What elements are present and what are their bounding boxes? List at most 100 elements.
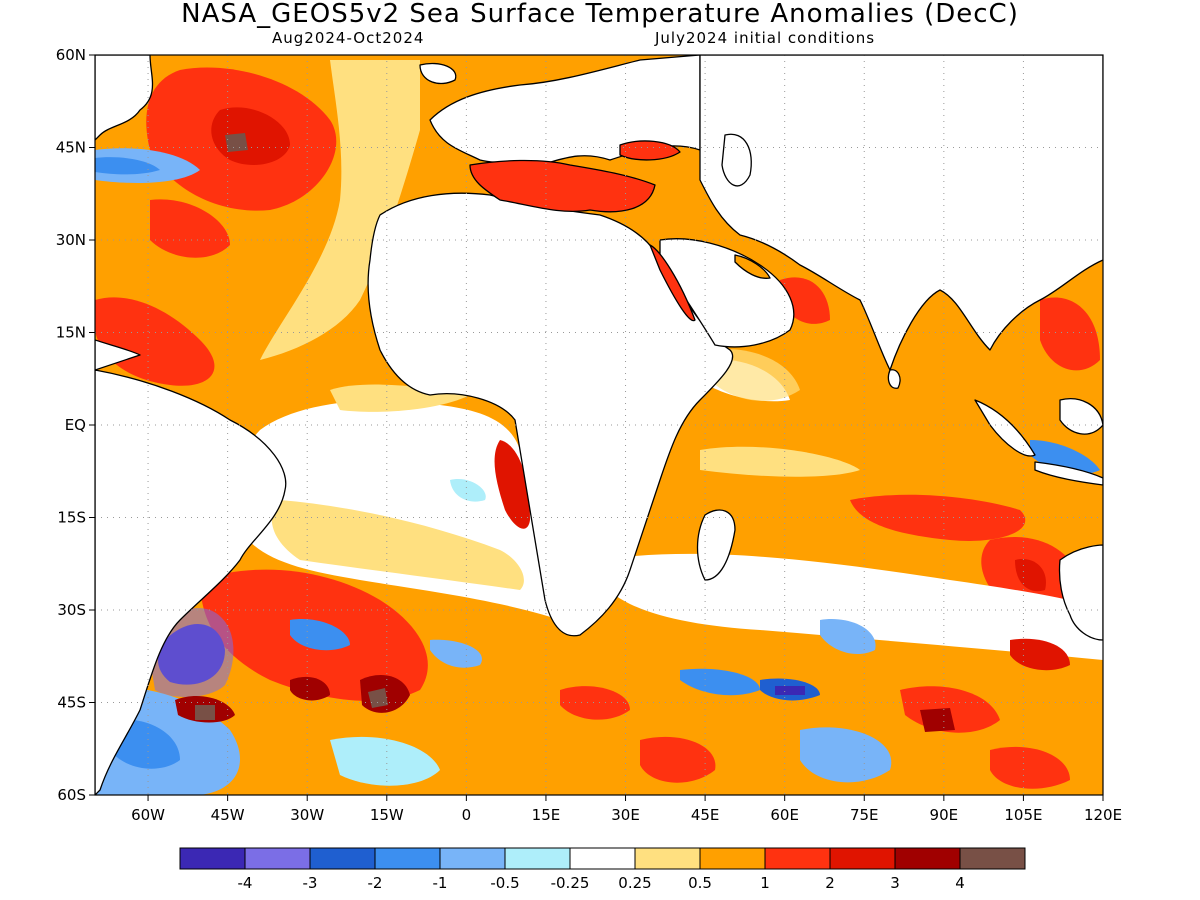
southern-indian-hot-core-1 (920, 708, 955, 732)
lon-label: 90E (930, 806, 959, 824)
caribbean-warm-patch (95, 297, 215, 386)
subtropical-warm-patch (150, 199, 230, 258)
south-america-land (95, 369, 287, 795)
colorbar-swatch (829, 847, 896, 870)
java-land (1034, 461, 1103, 486)
lon-label: 105E (1004, 806, 1042, 824)
colorbar-label: -2 (368, 874, 383, 892)
colorbar-swatch (244, 847, 311, 870)
lat-label: EQ (65, 416, 86, 434)
persian-gulf (734, 254, 771, 279)
colorbar-label: 1 (760, 874, 770, 892)
lon-label: 0 (462, 806, 472, 824)
south-atlantic-cool-eddy-2 (430, 639, 482, 668)
colorbar-swatch (374, 847, 441, 870)
lon-label: 45E (691, 806, 720, 824)
lat-label: 30S (57, 601, 86, 619)
colorbar-label: -0.25 (551, 874, 590, 892)
southern-indian-hot-eddy-4 (1010, 638, 1070, 671)
colorbar-swatch (504, 847, 571, 870)
bay-of-bengal-warm-patch (900, 316, 970, 363)
south-atlantic-cool-spot (450, 479, 486, 502)
lat-label: 30N (56, 231, 86, 249)
southern-indian-warm-eddy-2 (640, 736, 716, 783)
gridlines (95, 55, 1103, 795)
asia-land (699, 55, 1103, 371)
colorbar-label: 4 (955, 874, 965, 892)
southern-indian-neutral-band (600, 553, 1103, 660)
lon-label: 60E (770, 806, 799, 824)
south-atlantic-hot-eddy-2 (290, 676, 330, 701)
lon-label: 75E (850, 806, 879, 824)
colorbar-swatch (439, 847, 506, 870)
lon-label: 30W (290, 806, 324, 824)
forecast-period: Aug2024-Oct2024 (272, 29, 425, 47)
sumatra-land (974, 399, 1036, 457)
north-atlantic-neutral-band (260, 60, 420, 360)
colorbar-label: 0.25 (618, 874, 651, 892)
lon-label: 30E (611, 806, 640, 824)
red-sea (649, 244, 696, 322)
lat-label: 15N (56, 324, 86, 342)
arabia-land (659, 238, 795, 348)
south-china-sea-warm-patch (1040, 297, 1100, 371)
colorbar: -4 -3 -2 -1 -0.5 -0.25 0.25 0.5 1 2 3 4 (179, 847, 1026, 892)
mediterranean-sea (469, 159, 656, 213)
initial-conditions: July2024 initial conditions (655, 29, 876, 47)
lat-label: 60S (57, 786, 86, 804)
south-atlantic-cool-band-2 (330, 736, 440, 786)
southern-indian-cool-band (800, 727, 892, 783)
southern-indian-cool-eddy-2 (820, 619, 876, 655)
central-indian-warm-band (850, 494, 1026, 541)
colorbar-label: -1 (433, 874, 448, 892)
sri-lanka-land (887, 369, 901, 389)
colorbar-label: 2 (825, 874, 835, 892)
madagascar-land (696, 509, 736, 581)
colorbar-swatch (894, 847, 961, 870)
colorbar-label: -4 (238, 874, 253, 892)
lat-label: 60N (56, 46, 86, 64)
australia-land (1058, 544, 1103, 641)
south-atlantic-light-band (271, 500, 524, 590)
colorbar-swatch (634, 847, 701, 870)
axis-ticks: 60N 45N 30N 15N EQ 15S 30S 45S 60S 60W 45W 30W 15W 0 1… (56, 46, 1122, 824)
southern-indian-warm-eddy-3 (990, 746, 1070, 789)
australia-west-hot-core (1015, 559, 1046, 592)
colorbar-swatch (764, 847, 831, 870)
equatorial-indian-light-band (700, 446, 860, 477)
colorbar-label: -3 (303, 874, 318, 892)
south-atlantic-warm-eddy (560, 686, 630, 720)
black-sea (619, 140, 681, 161)
colorbar-label: 3 (890, 874, 900, 892)
colorbar-swatch (699, 847, 766, 870)
lon-label: 45W (211, 806, 245, 824)
colorbar-label: -0.5 (490, 874, 519, 892)
iceland-land (419, 62, 457, 85)
lon-label: 120E (1084, 806, 1122, 824)
benguela-warm-patch (494, 440, 530, 529)
colorbar-swatch (569, 847, 636, 870)
somali-light-patch (710, 349, 800, 401)
colorbar-label: 0.5 (688, 874, 712, 892)
lon-label: 60W (131, 806, 165, 824)
colorbar-swatch (179, 847, 246, 870)
lat-label: 45N (56, 139, 86, 157)
labrador-deep-cool (95, 157, 160, 175)
central-america-land (95, 339, 141, 371)
south-atlantic-cool-eddy-1 (290, 619, 350, 651)
lat-label: 45S (57, 694, 86, 712)
lat-label: 15S (57, 509, 86, 527)
southern-indian-cold-core (775, 686, 805, 695)
colorbar-swatch (309, 847, 376, 870)
land-masses (95, 55, 1103, 795)
lon-label: 15E (532, 806, 561, 824)
southern-indian-cool-eddy-1 (680, 668, 760, 696)
south-atlantic-extreme-eddy-1 (195, 705, 215, 720)
lon-label: 15W (370, 806, 404, 824)
map-title: NASA_GEOS5v2 Sea Surface Temperature Ano… (181, 0, 1019, 29)
north-atlantic-extreme-core (225, 133, 248, 152)
colorbar-swatch (959, 847, 1026, 870)
africa-land (367, 192, 734, 637)
north-america-land (95, 55, 154, 141)
